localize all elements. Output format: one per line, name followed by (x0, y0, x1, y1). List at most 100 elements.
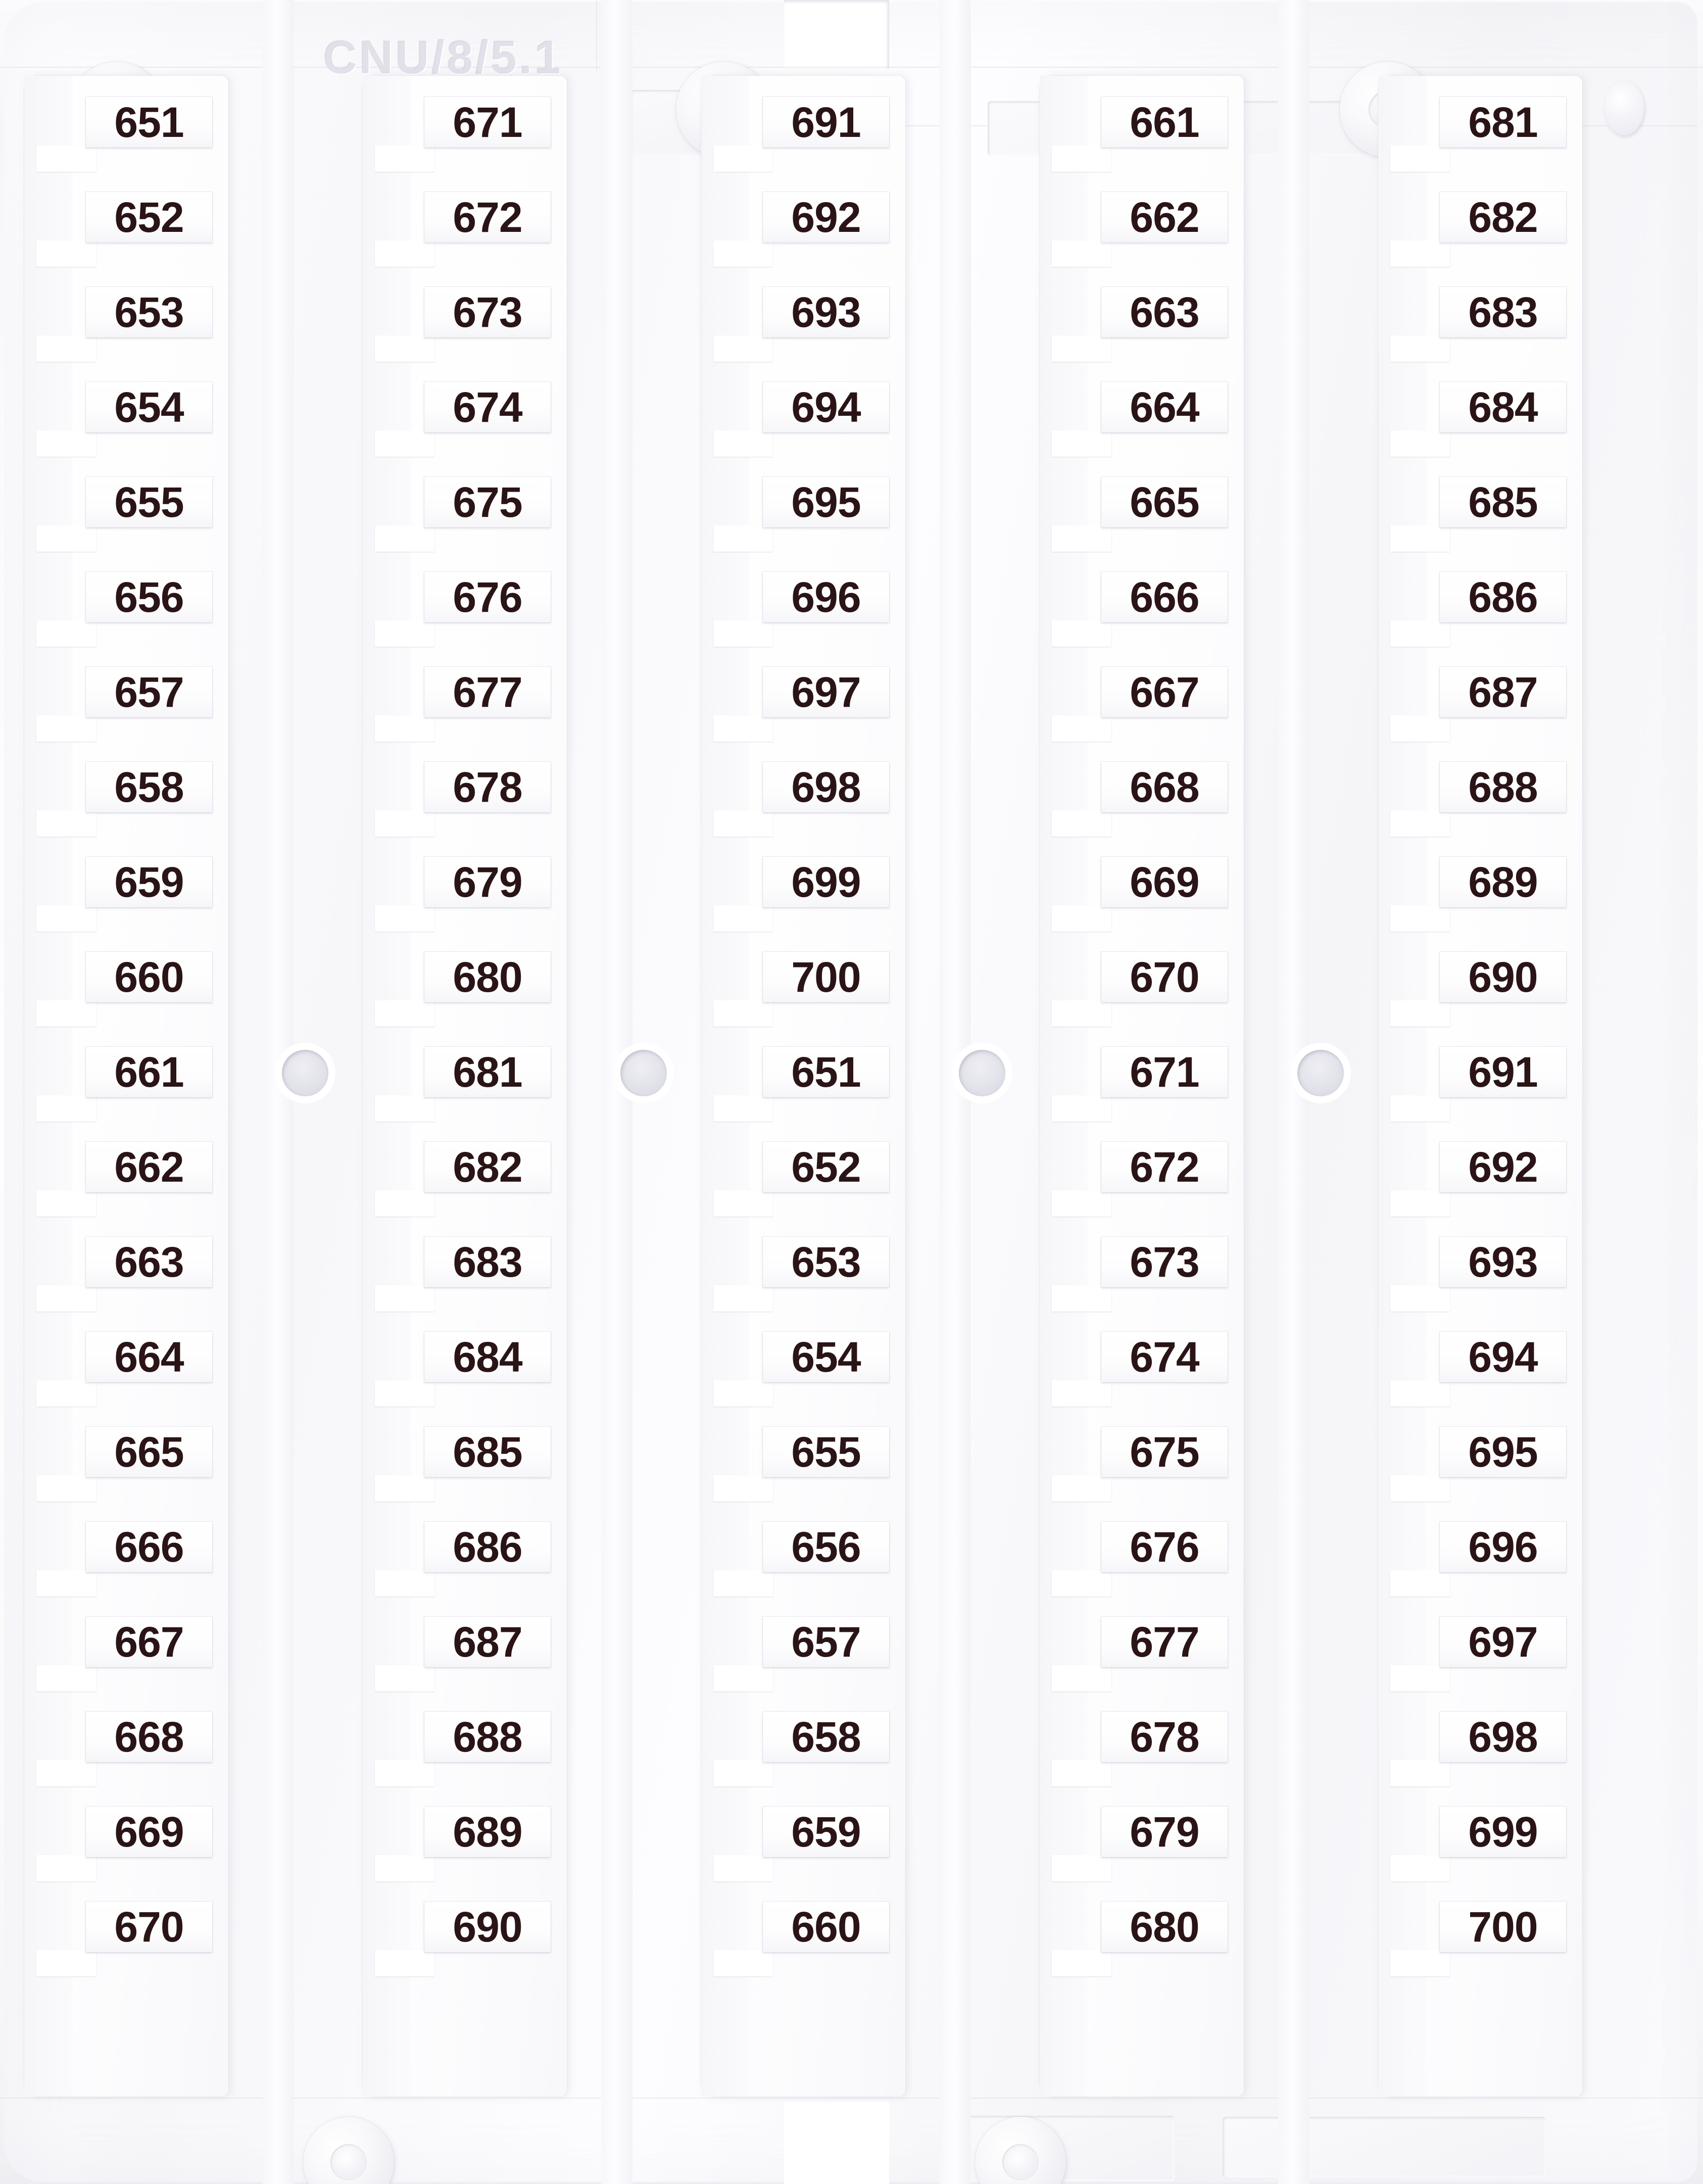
marker-tag[interactable]: 655 (763, 1427, 889, 1477)
marker-tag[interactable]: 675 (424, 477, 551, 527)
marker-tag[interactable]: 677 (1101, 1617, 1228, 1667)
marker-tag[interactable]: 688 (1440, 762, 1566, 812)
marker-tag[interactable]: 696 (763, 572, 889, 622)
marker-tag[interactable]: 660 (86, 952, 212, 1002)
marker-tag[interactable]: 654 (763, 1332, 889, 1382)
marker-tag[interactable]: 651 (763, 1047, 889, 1097)
marker-tag[interactable]: 698 (763, 762, 889, 812)
marker-tag[interactable]: 699 (763, 857, 889, 907)
marker-tag[interactable]: 694 (763, 382, 889, 432)
marker-tag[interactable]: 663 (1101, 287, 1228, 337)
marker-tag[interactable]: 678 (1101, 1712, 1228, 1762)
marker-tag[interactable]: 697 (763, 667, 889, 717)
marker-tag[interactable]: 681 (1440, 97, 1566, 148)
marker-tag[interactable]: 655 (86, 477, 212, 527)
marker-tag[interactable]: 671 (424, 97, 551, 148)
marker-tag[interactable]: 671 (1101, 1047, 1228, 1097)
marker-tag[interactable]: 678 (424, 762, 551, 812)
marker-tag[interactable]: 670 (86, 1902, 212, 1952)
marker-tag[interactable]: 672 (424, 192, 551, 242)
marker-tag[interactable]: 674 (1101, 1332, 1228, 1382)
marker-tag[interactable]: 677 (424, 667, 551, 717)
marker-tag[interactable]: 656 (763, 1522, 889, 1572)
marker-tag[interactable]: 698 (1440, 1712, 1566, 1762)
marker-tag[interactable]: 674 (424, 382, 551, 432)
marker-tag[interactable]: 673 (1101, 1237, 1228, 1287)
marker-tag[interactable]: 695 (1440, 1427, 1566, 1477)
marker-tag[interactable]: 666 (1101, 572, 1228, 622)
marker-tag[interactable]: 667 (86, 1617, 212, 1667)
marker-tag[interactable]: 686 (424, 1522, 551, 1572)
marker-strip-3[interactable]: 691 692 693 694 695 696 697 698 699 700 651 652 653 6… (701, 76, 905, 2097)
marker-tag[interactable]: 692 (763, 192, 889, 242)
marker-tag[interactable]: 656 (86, 572, 212, 622)
marker-tag[interactable]: 695 (763, 477, 889, 527)
marker-tag[interactable]: 664 (86, 1332, 212, 1382)
marker-tag[interactable]: 687 (1440, 667, 1566, 717)
marker-tag[interactable]: 689 (1440, 857, 1566, 907)
marker-tag[interactable]: 689 (424, 1807, 551, 1857)
marker-tag[interactable]: 666 (86, 1522, 212, 1572)
marker-tag[interactable]: 683 (424, 1237, 551, 1287)
marker-strip-4[interactable]: 661 662 663 664 665 666 667 668 669 670 671 672 673 6… (1040, 76, 1244, 2097)
marker-tag[interactable]: 692 (1440, 1142, 1566, 1192)
marker-tag[interactable]: 676 (1101, 1522, 1228, 1572)
marker-tag[interactable]: 675 (1101, 1427, 1228, 1477)
marker-tag[interactable]: 679 (424, 857, 551, 907)
marker-tag[interactable]: 652 (763, 1142, 889, 1192)
marker-tag[interactable]: 691 (1440, 1047, 1566, 1097)
marker-tag[interactable]: 672 (1101, 1142, 1228, 1192)
marker-tag[interactable]: 663 (86, 1237, 212, 1287)
marker-tag[interactable]: 669 (86, 1807, 212, 1857)
marker-tag[interactable]: 651 (86, 97, 212, 148)
marker-tag[interactable]: 696 (1440, 1522, 1566, 1572)
marker-tag[interactable]: 661 (86, 1047, 212, 1097)
marker-tag[interactable]: 661 (1101, 97, 1228, 148)
marker-tag[interactable]: 669 (1101, 857, 1228, 907)
marker-tag[interactable]: 680 (424, 952, 551, 1002)
marker-tag[interactable]: 687 (424, 1617, 551, 1667)
marker-strip-5[interactable]: 681 682 683 684 685 686 687 688 689 690 691 692 693 6… (1378, 76, 1582, 2097)
marker-tag[interactable]: 693 (1440, 1237, 1566, 1287)
marker-tag[interactable]: 688 (424, 1712, 551, 1762)
marker-tag[interactable]: 659 (763, 1807, 889, 1857)
marker-tag[interactable]: 659 (86, 857, 212, 907)
marker-tag[interactable]: 653 (763, 1237, 889, 1287)
marker-tag[interactable]: 693 (763, 287, 889, 337)
marker-tag[interactable]: 664 (1101, 382, 1228, 432)
marker-tag[interactable]: 685 (1440, 477, 1566, 527)
marker-tag[interactable]: 665 (86, 1427, 212, 1477)
marker-tag[interactable]: 668 (1101, 762, 1228, 812)
marker-tag[interactable]: 670 (1101, 952, 1228, 1002)
marker-tag[interactable]: 685 (424, 1427, 551, 1477)
marker-tag[interactable]: 684 (424, 1332, 551, 1382)
marker-tag[interactable]: 683 (1440, 287, 1566, 337)
marker-tag[interactable]: 654 (86, 382, 212, 432)
marker-tag[interactable]: 679 (1101, 1807, 1228, 1857)
marker-tag[interactable]: 667 (1101, 667, 1228, 717)
marker-tag[interactable]: 682 (1440, 192, 1566, 242)
marker-tag[interactable]: 697 (1440, 1617, 1566, 1667)
marker-tag[interactable]: 658 (763, 1712, 889, 1762)
marker-tag[interactable]: 665 (1101, 477, 1228, 527)
marker-tag[interactable]: 700 (763, 952, 889, 1002)
marker-tag[interactable]: 682 (424, 1142, 551, 1192)
marker-tag[interactable]: 694 (1440, 1332, 1566, 1382)
marker-tag[interactable]: 700 (1440, 1902, 1566, 1952)
marker-tag[interactable]: 690 (424, 1902, 551, 1952)
marker-strip-1[interactable]: 651 652 653 654 655 656 657 658 659 660 661 662 663 6… (24, 76, 228, 2097)
marker-tag[interactable]: 657 (86, 667, 212, 717)
marker-tag[interactable]: 662 (1101, 192, 1228, 242)
marker-tag[interactable]: 699 (1440, 1807, 1566, 1857)
marker-tag[interactable]: 662 (86, 1142, 212, 1192)
marker-tag[interactable]: 686 (1440, 572, 1566, 622)
marker-tag[interactable]: 658 (86, 762, 212, 812)
marker-tag[interactable]: 657 (763, 1617, 889, 1667)
marker-tag[interactable]: 690 (1440, 952, 1566, 1002)
marker-tag[interactable]: 673 (424, 287, 551, 337)
marker-tag[interactable]: 668 (86, 1712, 212, 1762)
marker-tag[interactable]: 676 (424, 572, 551, 622)
marker-tag[interactable]: 681 (424, 1047, 551, 1097)
marker-tag[interactable]: 660 (763, 1902, 889, 1952)
marker-tag[interactable]: 684 (1440, 382, 1566, 432)
